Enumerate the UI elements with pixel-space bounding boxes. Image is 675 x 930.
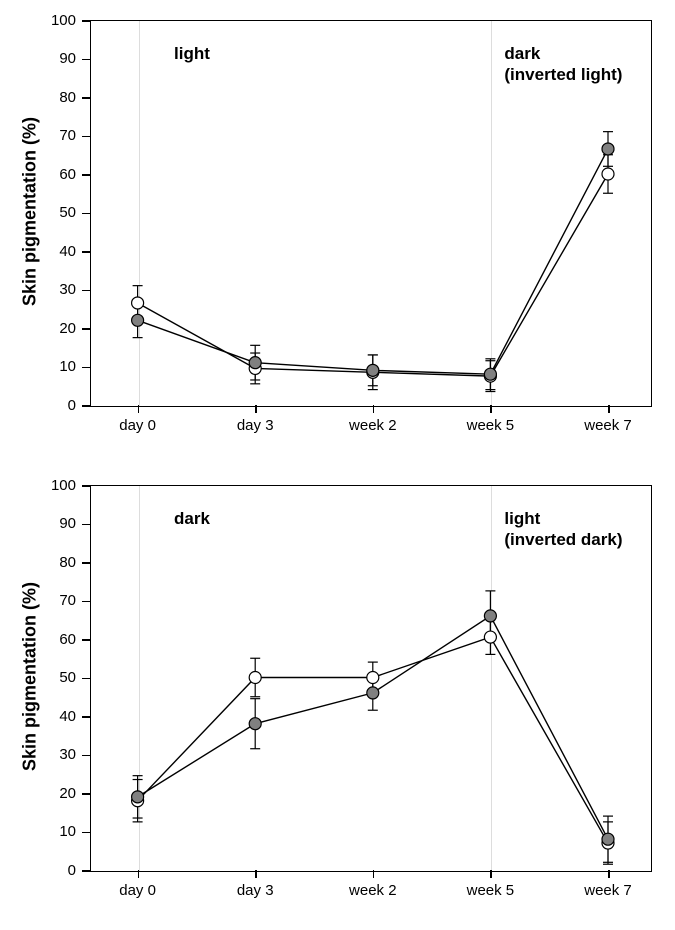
- x-tick: [255, 405, 257, 413]
- y-tick: [82, 601, 90, 603]
- y-tick: [82, 793, 90, 795]
- y-tick: [82, 755, 90, 757]
- y-tick: [82, 524, 90, 526]
- open-marker-icon: [132, 297, 144, 309]
- filled-marker-icon: [602, 833, 614, 845]
- filled-marker-icon: [484, 610, 496, 622]
- open-marker-icon: [249, 672, 261, 684]
- open-marker-icon: [367, 672, 379, 684]
- x-tick-label: day 0: [119, 417, 156, 434]
- y-tick-label: 50: [0, 204, 76, 221]
- x-tick-label: week 7: [584, 882, 632, 899]
- x-tick: [138, 405, 140, 413]
- chart-panel-bottom: Skin pigmentation (%)0102030405060708090…: [0, 465, 675, 930]
- x-tick: [490, 870, 492, 878]
- y-tick-label: 30: [0, 746, 76, 763]
- y-tick-label: 50: [0, 669, 76, 686]
- y-tick-label: 90: [0, 50, 76, 67]
- y-tick-label: 0: [0, 397, 76, 414]
- y-tick-label: 80: [0, 89, 76, 106]
- x-tick: [138, 870, 140, 878]
- y-tick-label: 60: [0, 166, 76, 183]
- x-tick: [373, 405, 375, 413]
- page: Skin pigmentation (%)0102030405060708090…: [0, 0, 675, 930]
- x-tick: [373, 870, 375, 878]
- y-tick: [82, 136, 90, 138]
- x-tick-label: day 0: [119, 882, 156, 899]
- y-tick-label: 80: [0, 554, 76, 571]
- x-tick: [608, 405, 610, 413]
- y-tick: [82, 290, 90, 292]
- x-tick-label: week 5: [467, 417, 515, 434]
- y-tick: [82, 328, 90, 330]
- y-tick-label: 30: [0, 281, 76, 298]
- filled-marker-icon: [249, 718, 261, 730]
- x-tick-label: week 2: [349, 417, 397, 434]
- x-tick-label: week 7: [584, 417, 632, 434]
- x-tick: [255, 870, 257, 878]
- y-tick-label: 60: [0, 631, 76, 648]
- y-tick-label: 100: [0, 477, 76, 494]
- open-marker-icon: [602, 168, 614, 180]
- y-tick-label: 0: [0, 862, 76, 879]
- open-marker-icon: [484, 631, 496, 643]
- x-tick: [490, 405, 492, 413]
- y-tick: [82, 870, 90, 872]
- filled-marker-icon: [367, 364, 379, 376]
- filled-marker-icon: [249, 357, 261, 369]
- series-line: [138, 149, 608, 374]
- x-tick-label: week 5: [467, 882, 515, 899]
- y-tick: [82, 59, 90, 61]
- y-tick-label: 10: [0, 823, 76, 840]
- x-tick: [608, 870, 610, 878]
- y-tick: [82, 251, 90, 253]
- filled-marker-icon: [132, 791, 144, 803]
- y-tick-label: 20: [0, 785, 76, 802]
- y-tick: [82, 20, 90, 22]
- y-tick-label: 10: [0, 358, 76, 375]
- y-tick: [82, 678, 90, 680]
- y-tick-label: 20: [0, 320, 76, 337]
- filled-marker-icon: [132, 314, 144, 326]
- x-tick-label: day 3: [237, 882, 274, 899]
- y-tick-label: 90: [0, 515, 76, 532]
- y-tick: [82, 213, 90, 215]
- y-tick: [82, 832, 90, 834]
- y-tick-label: 100: [0, 12, 76, 29]
- y-tick: [82, 485, 90, 487]
- series-overlay: [90, 485, 650, 870]
- chart-panel-top: Skin pigmentation (%)0102030405060708090…: [0, 0, 675, 465]
- filled-marker-icon: [484, 368, 496, 380]
- x-tick-label: week 2: [349, 882, 397, 899]
- filled-marker-icon: [367, 687, 379, 699]
- y-tick-label: 40: [0, 708, 76, 725]
- x-tick-label: day 3: [237, 417, 274, 434]
- series-overlay: [90, 20, 650, 405]
- y-tick-label: 40: [0, 243, 76, 260]
- y-tick: [82, 174, 90, 176]
- filled-marker-icon: [602, 143, 614, 155]
- y-tick: [82, 405, 90, 407]
- y-tick: [82, 97, 90, 99]
- y-tick-label: 70: [0, 127, 76, 144]
- y-tick: [82, 562, 90, 564]
- y-tick: [82, 716, 90, 718]
- y-tick: [82, 367, 90, 369]
- y-tick-label: 70: [0, 592, 76, 609]
- y-tick: [82, 639, 90, 641]
